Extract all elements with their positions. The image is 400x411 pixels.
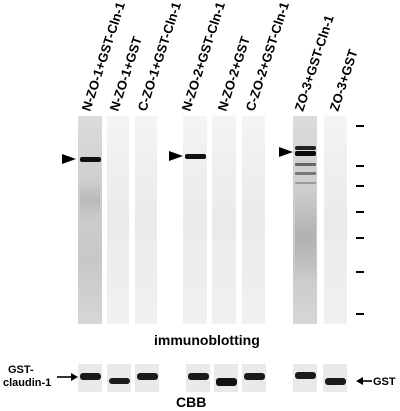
gst-arrow bbox=[356, 377, 372, 385]
cbb-band-6 bbox=[244, 373, 265, 380]
cbb-caption: CBB bbox=[176, 394, 206, 410]
gst-claudin-label-line2: claudin-1 bbox=[3, 377, 51, 389]
blot-lane-4 bbox=[183, 116, 207, 324]
arrowhead-lane-4 bbox=[169, 151, 183, 161]
cbb-band-3 bbox=[137, 373, 158, 380]
band-lane-7-low1 bbox=[295, 163, 316, 166]
band-lane-1 bbox=[80, 157, 101, 162]
lane-label-6: C-ZO-2+GST-Cln-1 bbox=[243, 0, 292, 113]
cbb-band-7 bbox=[295, 372, 316, 379]
marker-ticks bbox=[356, 125, 364, 315]
band-lane-7-smear bbox=[295, 190, 316, 280]
blot-lane-3 bbox=[135, 116, 157, 324]
gst-claudin-label-line1: GST- bbox=[8, 364, 34, 376]
cbb-panel: GST- claudin-1 GST bbox=[3, 364, 396, 392]
band-lane-7-low3 bbox=[295, 182, 316, 184]
blot-lane-2 bbox=[107, 116, 129, 324]
cbb-band-4 bbox=[188, 373, 209, 380]
cbb-band-2 bbox=[109, 378, 130, 384]
lane-1-smear bbox=[80, 180, 100, 220]
gst-label: GST bbox=[373, 376, 396, 388]
band-lane-7-low2 bbox=[295, 172, 316, 175]
immunoblot-panel bbox=[62, 116, 364, 324]
blot-lane-8 bbox=[324, 116, 347, 324]
cbb-band-8 bbox=[325, 378, 346, 385]
blot-lane-6 bbox=[242, 116, 265, 324]
lane-label-3: C-ZO-1+GST-Cln-1 bbox=[135, 0, 184, 113]
band-lane-7-main bbox=[295, 151, 316, 156]
gst-claudin-arrow bbox=[57, 373, 78, 381]
cbb-band-1 bbox=[80, 373, 101, 380]
band-lane-4 bbox=[185, 154, 206, 159]
cbb-band-5 bbox=[216, 378, 237, 386]
band-lane-7-top bbox=[295, 146, 316, 150]
immunoblotting-caption: immunoblotting bbox=[154, 332, 260, 348]
arrowhead-lane-1 bbox=[62, 154, 76, 164]
arrowhead-lane-7 bbox=[279, 147, 293, 157]
lane-labels: N-ZO-1+GST-Cln-1 N-ZO-1+GST C-ZO-1+GST-C… bbox=[79, 0, 361, 113]
blot-lane-5 bbox=[212, 116, 236, 324]
lane-label-8: ZO-3+GST bbox=[327, 47, 361, 112]
